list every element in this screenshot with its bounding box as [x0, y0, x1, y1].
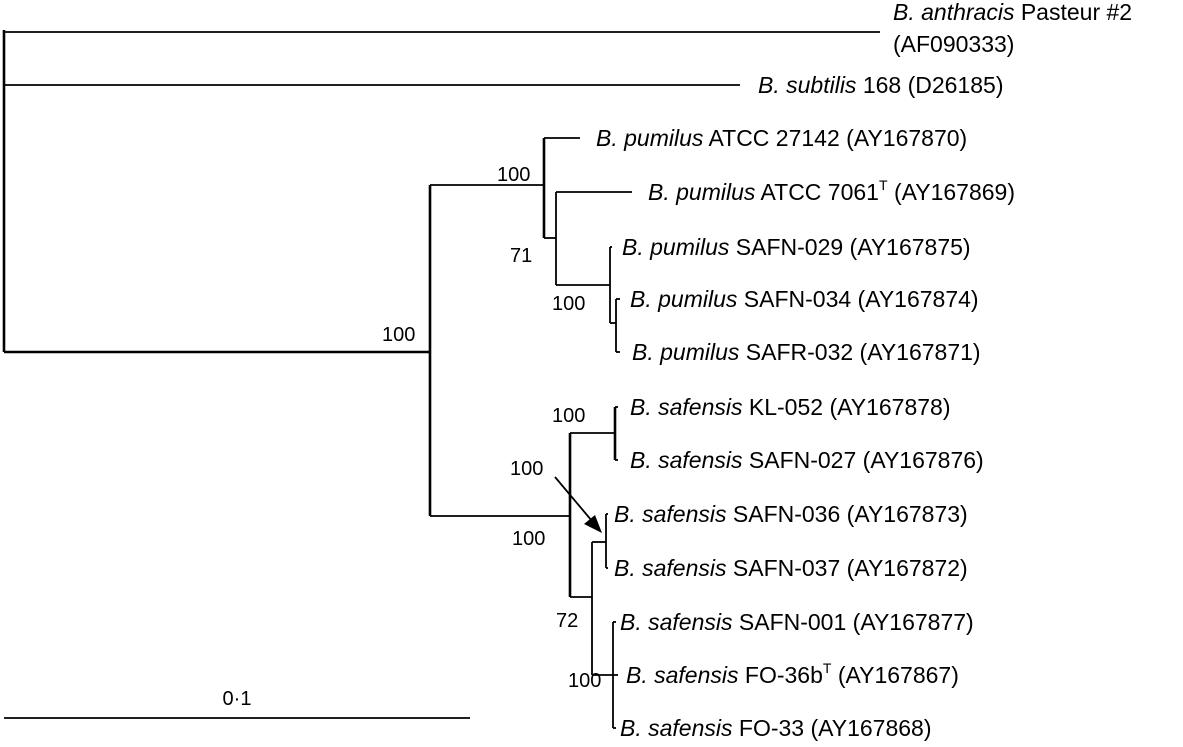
bootstrap-values: 100 100 71 100 100 100 100 72 100: [382, 164, 601, 692]
taxon-label-safensis-kl052: B. safensis KL-052 (AY167878): [630, 394, 951, 420]
tree-branches: [2, 30, 880, 729]
taxon-label-safensis-fo36b: B. safensis FO-36bT (AY167867): [626, 660, 959, 688]
taxon-label-pumilus-safn029: B. pumilus SAFN-029 (AY167875): [622, 234, 971, 260]
taxon-label-anthracis: B. anthracis Pasteur #2: [893, 0, 1132, 25]
taxon-labels: B. anthracis Pasteur #2 (AF090333) B. su…: [596, 0, 1132, 741]
taxon-label-subtilis: B. subtilis 168 (D26185): [758, 72, 1003, 98]
taxon-label-pumilus-atcc7061: B. pumilus ATCC 7061T (AY167869): [648, 177, 1015, 205]
bootstrap-pumilus-clade: 100: [497, 164, 530, 186]
taxon-label-safensis-safn001: B. safensis SAFN-001 (AY167877): [620, 609, 974, 635]
taxon-label-safensis-fo33: B. safensis FO-33 (AY167868): [620, 715, 932, 741]
bootstrap-safensis-subclade: 72: [556, 610, 578, 632]
bootstrap-kl052-safn027: 100: [552, 405, 585, 427]
taxon-label-pumilus-safr032: B. pumilus SAFR-032 (AY167871): [632, 339, 981, 365]
taxon-label-pumilus-safn034: B. pumilus SAFN-034 (AY167874): [630, 286, 979, 312]
taxon-label-safensis-safn037: B. safensis SAFN-037 (AY167872): [614, 555, 968, 581]
bootstrap-safn-group: 100: [552, 293, 585, 315]
type-strain-superscript: T: [823, 660, 832, 676]
taxon-label-safensis-safn036: B. safensis SAFN-036 (AY167873): [614, 501, 968, 527]
arrow-pointer: [554, 476, 602, 533]
taxon-label-safensis-safn027: B. safensis SAFN-027 (AY167876): [630, 447, 984, 473]
taxon-label-pumilus-atcc27142: B. pumilus ATCC 27142 (AY167870): [596, 125, 967, 151]
scale-bar-label: 0·1: [223, 688, 252, 710]
scale-bar: 0·1: [4, 688, 470, 719]
bootstrap-safensis-clade: 100: [512, 528, 545, 550]
type-strain-superscript: T: [879, 177, 888, 193]
taxon-accession-anthracis: (AF090333): [893, 31, 1014, 57]
bootstrap-pumilus-subclade: 71: [510, 245, 532, 267]
bootstrap-main-clade: 100: [382, 324, 415, 346]
arrow-shaft: [554, 476, 593, 522]
arrow-head: [584, 515, 602, 533]
bootstrap-fo-group: 100: [568, 670, 601, 692]
bootstrap-safn036-safn037: 100: [510, 458, 543, 480]
